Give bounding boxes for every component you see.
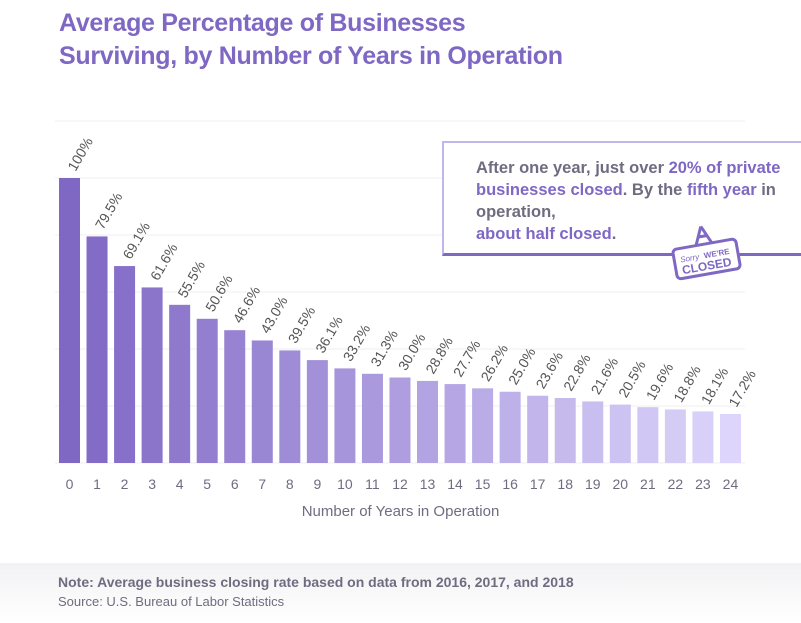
footer-note: Note: Average business closing rate base… [58, 574, 574, 590]
x-tick-label: 19 [585, 476, 601, 492]
x-tick-label: 3 [148, 476, 156, 492]
bar [334, 368, 356, 463]
bar [361, 373, 383, 463]
bar [664, 409, 686, 463]
x-tick-label: 24 [723, 476, 739, 492]
data-label: 39.5% [285, 304, 319, 346]
bar [719, 413, 741, 463]
x-axis-label: Number of Years in Operation [301, 503, 500, 520]
x-tick-label: 12 [392, 476, 408, 492]
bar [224, 330, 246, 463]
sign-sorry: Sorry [680, 252, 701, 264]
bar [417, 380, 439, 463]
data-label: 100% [64, 134, 96, 173]
callout-part: After one year, just over [476, 159, 669, 177]
x-tick-label: 7 [258, 476, 266, 492]
data-label: 50.6% [202, 272, 236, 314]
data-label: 79.5% [92, 190, 126, 232]
bar [169, 304, 191, 463]
x-tick-label: 8 [286, 476, 294, 492]
callout-part: . [611, 225, 617, 243]
bar [554, 398, 576, 463]
data-label: 46.6% [229, 283, 263, 325]
bar [389, 377, 411, 463]
callout-part: . By the [622, 181, 687, 199]
x-tick-label: 10 [337, 476, 353, 492]
callout-highlight: about half closed [476, 225, 612, 243]
x-tick-label: 4 [176, 476, 184, 492]
closed-sign-icon: Sorry WE'RE CLOSED [671, 225, 742, 281]
title-line-2: Surviving, by Number of Years in Operati… [59, 42, 563, 70]
bar [141, 287, 163, 463]
x-tick-label: 18 [557, 476, 573, 492]
bar [86, 236, 108, 463]
bar [114, 266, 136, 463]
x-tick-label: 22 [668, 476, 684, 492]
x-tick-label: 6 [231, 476, 239, 492]
x-tick-label: 16 [502, 476, 518, 492]
bar [692, 411, 714, 463]
bar [609, 404, 631, 463]
x-tick-label: 14 [447, 476, 463, 492]
data-label: 61.6% [147, 241, 181, 283]
x-tick-label: 5 [203, 476, 211, 492]
x-tick-label: 13 [420, 476, 436, 492]
x-tick-label: 9 [313, 476, 321, 492]
bar [527, 395, 549, 463]
chart-title: Average Percentage of Businesses Survivi… [59, 7, 563, 73]
data-label: 43.0% [257, 294, 291, 336]
footer [0, 563, 801, 623]
x-tick-label: 21 [640, 476, 656, 492]
x-tick-label: 17 [530, 476, 546, 492]
bar [59, 178, 80, 463]
data-label: 69.1% [119, 219, 153, 261]
bar [444, 384, 466, 463]
title-line-1: Average Percentage of Businesses [59, 9, 466, 37]
bar [472, 388, 494, 463]
x-tick-label: 0 [66, 476, 74, 492]
callout-text: After one year, just over 20% of private… [476, 157, 801, 245]
callout-highlight: 20% of private businesses closed [476, 159, 781, 199]
bar [499, 391, 521, 463]
bar-chart: 100% 0 79.5% 1 69.1% 2 61.6% 3 55.5% 4 50.6% 5 46.6%… [55, 120, 759, 492]
bar [306, 360, 328, 463]
callout-highlight: fifth year [686, 181, 757, 199]
bar [279, 350, 301, 463]
bar [196, 318, 218, 463]
callout-box: After one year, just over 20% of private… [442, 141, 801, 256]
data-label: 55.5% [174, 258, 208, 300]
x-tick-label: 1 [93, 476, 101, 492]
bar [251, 340, 273, 463]
bar [582, 401, 604, 463]
x-tick-label: 2 [121, 476, 129, 492]
x-tick-label: 15 [475, 476, 491, 492]
x-tick-label: 23 [695, 476, 711, 492]
callout-part: in operation, [476, 181, 776, 221]
x-tick-label: 20 [613, 476, 629, 492]
x-tick-label: 11 [365, 476, 380, 492]
bar [637, 407, 659, 463]
footer-source: Source: U.S. Bureau of Labor Statistics [58, 594, 285, 609]
